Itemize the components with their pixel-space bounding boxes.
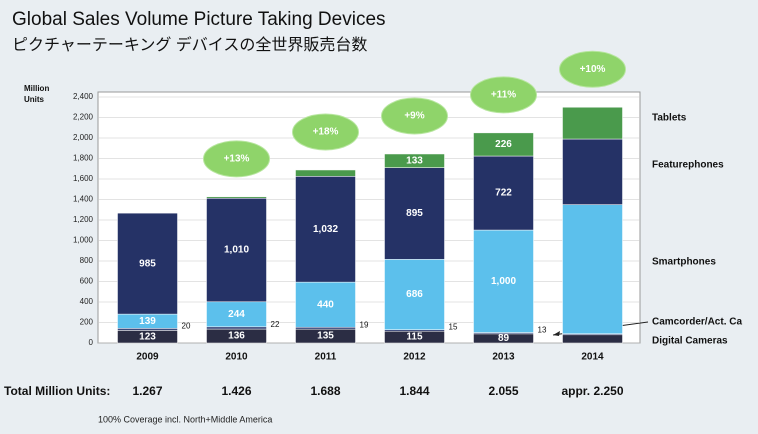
legend-label: Camcorder/Act. Ca [652,317,742,328]
value-label: 226 [495,139,512,150]
bar-segment [206,301,267,328]
x-tick-label: 2012 [403,352,426,363]
total-value: appr. 2.250 [561,384,623,398]
y-tick-label: 1,400 [73,195,94,204]
value-label: 135 [317,331,334,342]
total-value: 1.426 [221,384,251,398]
y-tick-label: 600 [80,277,94,286]
value-label: 1,000 [491,276,516,287]
value-label: 19 [360,320,369,329]
bar-segment [206,196,267,199]
value-label: 722 [495,188,512,199]
growth-badge [292,113,359,151]
y-tick-label: 0 [89,338,94,347]
bar-segment [117,212,178,315]
value-label: 686 [406,289,423,300]
bar-segment [295,169,356,177]
total-value: 1.844 [399,384,429,398]
x-tick-label: 2010 [225,352,248,363]
value-label: 136 [228,331,245,342]
bar-segment [473,132,534,157]
legend-label: Featurephones [652,160,724,171]
value-label: 440 [317,299,334,310]
plot-area [97,91,641,344]
growth-badge [203,140,270,178]
value-label: 133 [406,155,423,166]
y-tick-label: 2,400 [73,92,94,101]
value-label: 123 [139,331,156,342]
growth-label: +13% [224,153,250,164]
chart-subtitle: ピクチャーテーキング デバイスの全世界販売台数 [12,35,367,54]
y-tick-label: 1,200 [73,215,94,224]
growth-badge [470,76,537,114]
footnote: 100% Coverage incl. North+Middle America [98,414,272,424]
y-tick-label: 1,000 [73,236,94,245]
growth-label: +18% [313,127,339,138]
y-axis-label: Million [24,84,49,93]
value-label: 244 [228,309,245,320]
value-label: 985 [139,258,156,269]
bar-segment [562,138,623,205]
value-label: 15 [449,323,458,332]
arrow-head [553,331,560,336]
total-value: 1.688 [310,384,340,398]
bar-segment [206,326,267,330]
bar-segment [473,229,534,333]
y-tick-label: 2,200 [73,113,94,122]
bar-segment [295,326,356,330]
total-value: 1.267 [132,384,162,398]
growth-badge [559,50,626,88]
bar-segment [384,153,445,168]
value-label: 22 [271,320,280,329]
y-tick-label: 1,600 [73,174,94,183]
y-tick-label: 400 [80,297,94,306]
y-axis-label: Units [24,95,45,104]
y-tick-label: 2,000 [73,133,94,142]
value-label: 1,010 [224,245,249,256]
legend-label: Smartphones [652,257,716,268]
legend-label: Tablets [652,113,687,124]
bar-segment [562,204,623,335]
bar-segment [206,198,267,303]
growth-label: +11% [491,90,516,101]
y-tick-label: 800 [80,256,94,265]
bar-segment [295,176,356,283]
bar-segment [562,334,623,344]
value-label: 20 [182,321,191,330]
value-label: 895 [406,208,423,219]
totals-label: Total Million Units: [4,384,110,398]
value-label: 13 [538,325,547,334]
bar-segment [562,107,623,140]
chart-title: Global Sales Volume Picture Taking Devic… [12,9,386,30]
bar-segment [117,328,178,331]
bar-segment [384,259,445,330]
x-tick-label: 2011 [315,352,337,363]
value-label: 1,032 [313,224,338,235]
x-tick-label: 2013 [492,352,515,363]
total-value: 2.055 [488,384,518,398]
x-tick-label: 2014 [581,352,604,363]
y-tick-label: 200 [80,318,94,327]
value-label: 139 [139,316,156,327]
bar-segment [384,167,445,260]
growth-label: +9% [404,111,424,122]
x-tick-label: 2009 [136,352,159,363]
value-label: 115 [406,332,423,343]
bar-segment [473,155,534,231]
bar-segment [295,281,356,328]
y-tick-label: 1,800 [73,154,94,163]
value-label: 89 [498,333,510,344]
growth-label: +10% [580,64,606,75]
growth-badge [381,97,448,135]
legend-label: Digital Cameras [652,336,728,347]
